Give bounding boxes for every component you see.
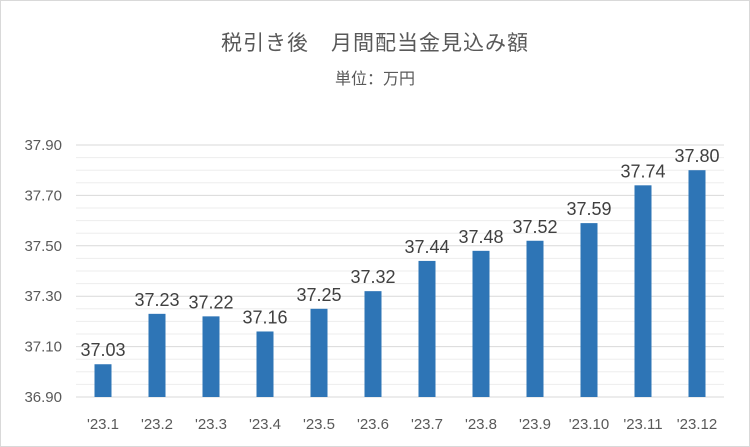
bar (688, 170, 706, 397)
bar (364, 291, 382, 397)
data-label: 37.59 (566, 199, 611, 219)
bar (472, 250, 490, 397)
x-tick-label: '23.3 (195, 416, 227, 433)
x-tick-label: '23.1 (87, 416, 119, 433)
data-label: 37.32 (350, 267, 395, 287)
bar (310, 308, 328, 397)
x-tick-label: '23.8 (465, 416, 497, 433)
bar (148, 313, 166, 397)
data-label: 37.03 (80, 340, 125, 360)
bar (202, 316, 220, 397)
y-tick-label: 37.10 (24, 339, 62, 356)
bar (94, 364, 112, 397)
chart-title: 税引き後 月間配当金見込み額 (221, 31, 529, 55)
data-label: 37.16 (242, 307, 287, 327)
bar (256, 331, 274, 397)
data-label: 37.74 (620, 161, 665, 181)
y-tick-label: 37.30 (24, 288, 62, 305)
bar (634, 185, 652, 397)
data-label: 37.52 (512, 217, 557, 237)
x-tick-label: '23.9 (519, 416, 551, 433)
y-tick-label: 37.90 (24, 137, 62, 154)
bar (526, 240, 544, 397)
bar (418, 260, 436, 397)
data-label: 37.80 (674, 146, 719, 166)
data-label: 37.25 (296, 285, 341, 305)
chart-subtitle: 単位：万円 (334, 69, 415, 88)
data-label: 37.23 (134, 290, 179, 310)
data-label: 37.22 (188, 292, 233, 312)
x-tick-label: '23.2 (141, 416, 173, 433)
x-tick-label: '23.5 (303, 416, 335, 433)
x-tick-label: '23.4 (249, 416, 281, 433)
data-label: 37.48 (458, 227, 503, 247)
y-tick-label: 37.70 (24, 187, 62, 204)
y-tick-label: 37.50 (24, 238, 62, 255)
x-tick-label: '23.12 (677, 416, 717, 433)
x-tick-label: '23.7 (411, 416, 443, 433)
bar (580, 223, 598, 397)
x-tick-label: '23.11 (623, 416, 662, 433)
x-tick-label: '23.10 (569, 416, 609, 433)
x-tick-label: '23.6 (357, 416, 389, 433)
y-tick-label: 36.90 (24, 389, 62, 406)
data-label: 37.44 (404, 237, 449, 257)
